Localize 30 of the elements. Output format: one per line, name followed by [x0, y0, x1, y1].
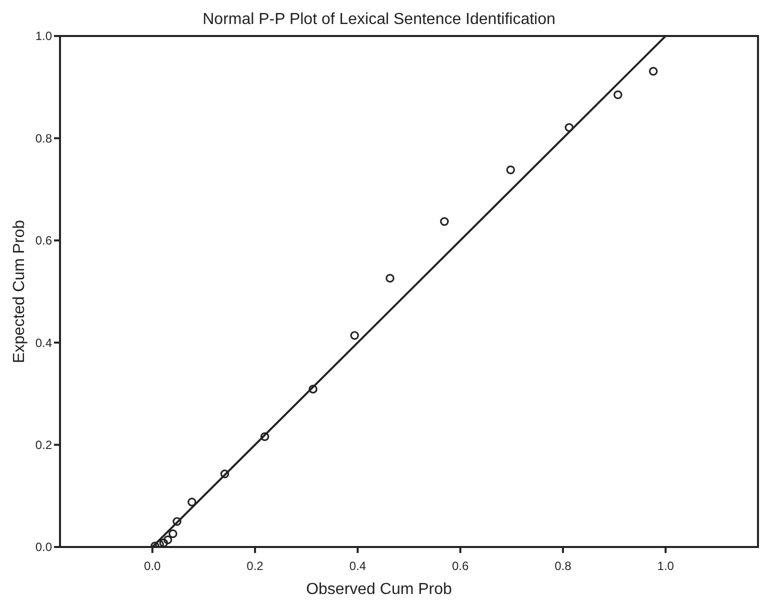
point	[168, 529, 178, 538]
point	[163, 535, 172, 544]
point	[159, 538, 168, 547]
point	[564, 123, 574, 132]
point	[614, 90, 622, 100]
y-tick-label: 0.8	[35, 131, 52, 146]
x-tick-label: 0.6	[452, 559, 469, 573]
x-axis-title: Observed Cum Prob	[306, 581, 452, 598]
x-tick-label: 0.2	[246, 559, 264, 573]
y-tick-label: 0.6	[35, 234, 52, 248]
point	[260, 432, 270, 441]
x-tick-label: 0.0	[144, 559, 162, 573]
chart-title: Normal P-P Plot of Lexical Sentence Identification	[202, 11, 556, 28]
y-axis-title: Expected Cum Prob	[11, 220, 28, 364]
y-tick-label: 0.2	[35, 438, 52, 452]
x-tick-label: 0.4	[349, 559, 366, 573]
point	[648, 66, 658, 76]
y-tick-label: 1.0	[35, 29, 52, 44]
point	[308, 384, 318, 394]
y-tick-label: 0.4	[35, 336, 52, 350]
point	[220, 470, 230, 478]
x-tick-label: 1.0	[657, 559, 674, 573]
point	[440, 217, 449, 226]
point	[506, 166, 515, 174]
x-tick-label: 0.8	[554, 559, 572, 573]
y-tick-label: 0.0	[35, 540, 52, 554]
point	[386, 274, 394, 283]
point	[188, 498, 196, 506]
point	[172, 517, 182, 526]
point	[350, 331, 359, 340]
